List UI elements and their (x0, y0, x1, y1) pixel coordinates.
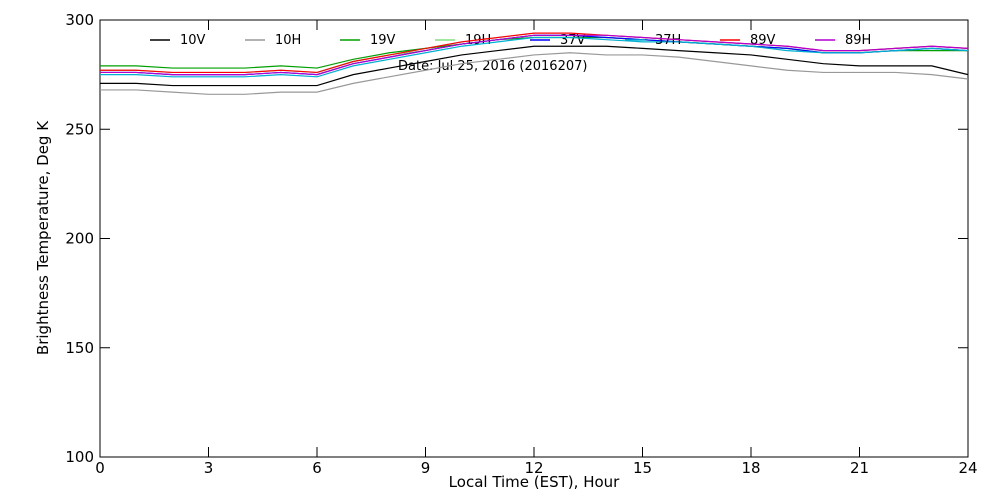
x-tick-label: 21 (850, 459, 869, 477)
date-annotation: Date: Jul 25, 2016 (2016207) (398, 59, 587, 74)
y-tick-label: 300 (65, 11, 94, 29)
legend-label: 37H (655, 33, 681, 48)
legend-label: 10H (275, 33, 301, 48)
x-axis-label: Local Time (EST), Hour (449, 473, 620, 491)
x-tick-label: 24 (958, 459, 977, 477)
x-tick-label: 9 (421, 459, 431, 477)
series-line (100, 45, 969, 87)
series-line (100, 52, 969, 95)
legend-label: 89H (845, 33, 871, 48)
x-tick-label: 6 (312, 459, 322, 477)
legend-label: 37V (560, 33, 586, 48)
x-tick-label: 18 (741, 459, 760, 477)
y-tick-label: 150 (65, 339, 94, 357)
series-line (100, 34, 969, 76)
x-tick-label: 3 (204, 459, 214, 477)
x-tick-label: 15 (633, 459, 652, 477)
y-tick-label: 250 (65, 120, 94, 138)
y-tick-label: 200 (65, 230, 94, 248)
legend-label: 19H (465, 33, 491, 48)
x-tick-label: 12 (524, 459, 543, 477)
y-axis-label: Brightness Temperature, Deg K (34, 120, 52, 355)
legend-label: 10V (180, 33, 206, 48)
y-tick-label: 100 (65, 448, 94, 466)
legend-label: 19V (370, 33, 396, 48)
series-line (100, 36, 969, 78)
x-tick-label: 0 (95, 459, 105, 477)
